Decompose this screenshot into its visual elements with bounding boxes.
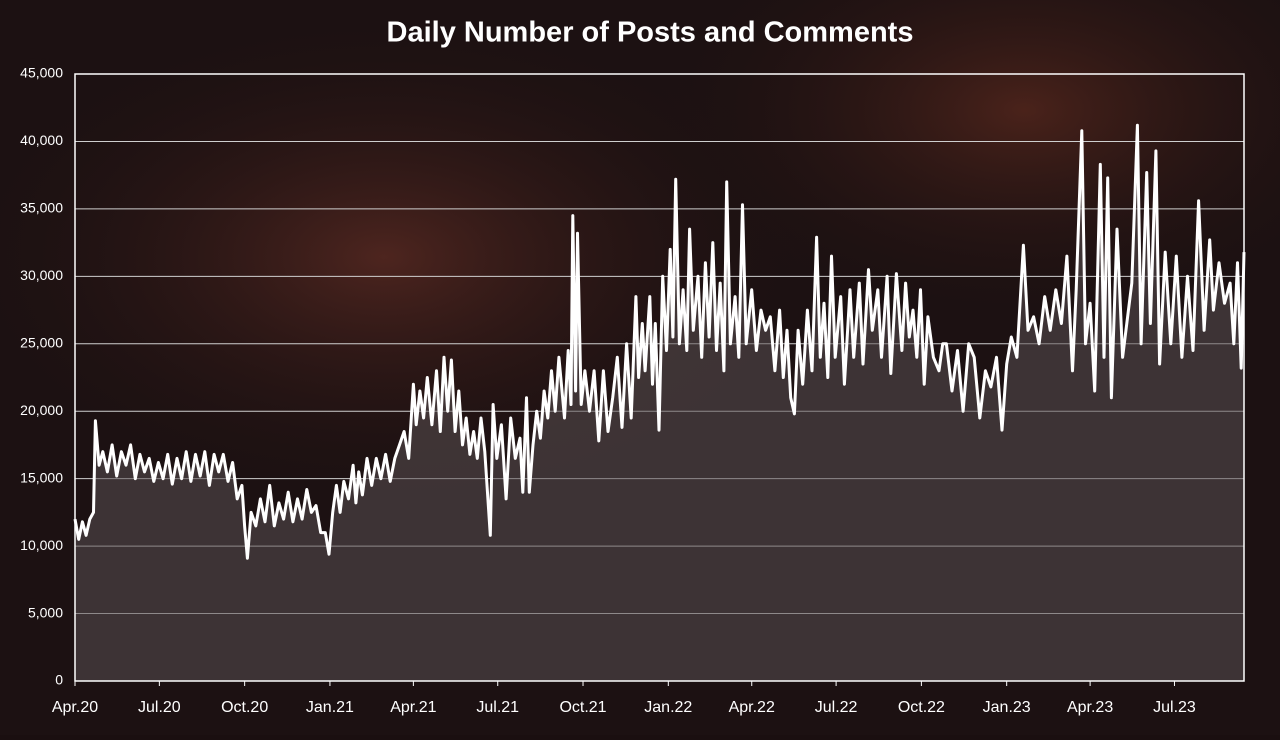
y-tick-label: 0 <box>55 672 63 688</box>
y-tick-label: 30,000 <box>20 267 63 283</box>
line <box>73 123 1246 560</box>
x-tick-label: Oct.21 <box>559 699 606 716</box>
x-tick-label: Apr.22 <box>729 699 775 716</box>
x-tick-label: Jul.20 <box>138 699 181 716</box>
chart-title: Daily Number of Posts and Comments <box>387 17 914 49</box>
x-tick-label: Apr.20 <box>52 699 98 716</box>
x-tick-label: Apr.21 <box>390 699 436 716</box>
plot-border <box>74 73 1245 682</box>
plot <box>73 123 1246 682</box>
x-tick-label: Jan.22 <box>644 699 692 716</box>
x-tick-label: Oct.22 <box>898 699 945 716</box>
x-tick-label: Jul.22 <box>815 699 858 716</box>
x-tick-label: Jul.21 <box>476 699 519 716</box>
y-tick-label: 15,000 <box>20 469 63 485</box>
y-tick-label: 25,000 <box>20 334 63 350</box>
x-tick-label: Apr.23 <box>1067 699 1113 716</box>
y-tick-label: 40,000 <box>20 132 63 148</box>
area <box>75 125 1244 682</box>
y-tick-label: 20,000 <box>20 402 63 418</box>
x-tick-label: Jul.23 <box>1153 699 1196 716</box>
x-tick-label: Jan.23 <box>983 699 1031 716</box>
y-tick-label: 10,000 <box>20 537 63 553</box>
y-tick-label: 35,000 <box>20 200 63 216</box>
y-tick-label: 5,000 <box>28 604 63 620</box>
x-tick-label: Oct.20 <box>221 699 268 716</box>
x-tick-label: Jan.21 <box>306 699 354 716</box>
y-tick-label: 45,000 <box>20 65 63 81</box>
